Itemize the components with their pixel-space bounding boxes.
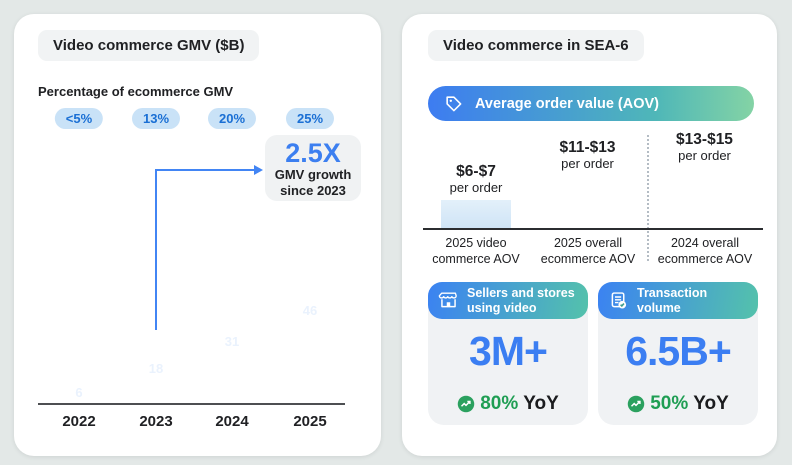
gmv-bar-column-2023: 18 — [132, 331, 180, 405]
aov-unit-overall-2025: per order — [561, 155, 614, 171]
aov-value-overall-2024: $13-$15 — [676, 130, 733, 148]
trend-up-icon — [627, 395, 645, 413]
gmv-bar-2022: 6 — [55, 380, 103, 405]
transactions-stat-card: Transaction volume 6.5B+ 50% YoY — [598, 282, 758, 425]
tag-icon — [444, 94, 463, 113]
pct-badge-2023: 13% — [131, 108, 181, 129]
gmv-axis-baseline — [38, 403, 345, 405]
sellers-stat-card-label: Sellers and stores using video — [467, 286, 575, 315]
aov-unit-overall-2024: per order — [678, 147, 731, 163]
transactions-stat-card-header: Transaction volume — [598, 282, 758, 319]
stat-label-line: Sellers and stores — [467, 286, 575, 301]
sellers-stat-card-header: Sellers and stores using video — [428, 282, 588, 319]
growth-multiplier: 2.5X — [285, 138, 341, 168]
sea6-panel: Video commerce in SEA-6 Average order va… — [402, 14, 777, 456]
aov-unit-video-2025: per order — [449, 179, 503, 195]
growth-arrow-horizontal-line — [155, 169, 255, 171]
gmv-bar-column-2024: 31 — [208, 277, 256, 405]
transactions-stat-value: 6.5B+ — [625, 328, 732, 374]
growth-callout-line1: GMV growth — [274, 167, 352, 182]
growth-arrow-head-icon — [254, 165, 263, 175]
aov-column-video-2025: $6-$7 per order — [441, 163, 511, 228]
gmv-bar-2023: 18 — [132, 331, 180, 405]
growth-callout-line2: since 2023 — [280, 182, 346, 198]
growth-callout: 2.5X GMV growth since 2023 — [265, 135, 361, 201]
gmv-bar-value-2025: 46 — [302, 302, 318, 318]
aov-caption-line: 2025 overall — [553, 236, 623, 250]
pct-badge-2024: 20% — [207, 108, 257, 129]
gmv-year-label-2022: 2022 — [62, 413, 96, 430]
aov-axis-baseline — [423, 228, 763, 230]
sellers-stat-value: 3M+ — [469, 328, 548, 374]
gmv-bar-value-2023: 18 — [148, 360, 164, 376]
growth-arrow-vertical-line — [155, 169, 157, 330]
sellers-stat-card: Sellers and stores using video 3M+ 80% Y… — [428, 282, 588, 425]
gmv-panel: Video commerce GMV ($B) Percentage of ec… — [14, 14, 381, 456]
gmv-bar-value-2024: 31 — [224, 333, 240, 349]
aov-caption-video-2025: 2025 video commerce AOV — [401, 236, 551, 267]
pct-badge-2022: <5% — [54, 108, 104, 129]
gmv-subtitle: Percentage of ecommerce GMV — [38, 84, 234, 99]
aov-bar-overall-2024 — [668, 168, 741, 228]
gmv-bar-column-2022: 6 — [55, 380, 103, 405]
gmv-bar-column-2025: 46 — [286, 215, 334, 405]
aov-caption-overall-2024: 2024 overall ecommerce AOV — [630, 236, 780, 267]
stat-label-line: Transaction — [637, 286, 708, 301]
aov-column-overall-2025: $11-$13 per order — [552, 139, 623, 228]
transactions-growth-pct: 50% — [650, 393, 689, 414]
aov-value-video-2025: $6-$7 — [456, 162, 496, 180]
gmv-year-label-2024: 2024 — [215, 413, 249, 430]
sea6-panel-title: Video commerce in SEA-6 — [428, 30, 644, 61]
aov-caption-line: commerce AOV — [432, 251, 520, 266]
sellers-growth-suffix: YoY — [523, 393, 559, 414]
pct-badge-2025: 25% — [285, 108, 335, 129]
sellers-stat-growth: 80% YoY — [428, 393, 588, 415]
transactions-growth-suffix: YoY — [693, 393, 729, 414]
transactions-stat-card-label: Transaction volume — [637, 286, 707, 315]
sellers-growth-pct: 80% — [480, 393, 519, 414]
aov-caption-line: 2025 video — [445, 236, 507, 250]
aov-bar-overall-2025 — [552, 176, 623, 228]
aov-caption-overall-2025: 2025 overall ecommerce AOV — [513, 236, 663, 267]
receipt-check-icon — [608, 290, 629, 311]
gmv-bar-value-2022: 6 — [75, 385, 83, 400]
trend-up-icon — [457, 395, 475, 413]
stat-label-line: volume — [637, 300, 681, 315]
aov-value-overall-2025: $11-$13 — [559, 138, 616, 156]
aov-caption-line: ecommerce AOV — [657, 251, 753, 266]
aov-banner-label: Average order value (AOV) — [475, 95, 659, 112]
gmv-panel-title: Video commerce GMV ($B) — [38, 30, 260, 61]
gmv-year-label-2023: 2023 — [139, 413, 173, 430]
gmv-year-label-2025: 2025 — [293, 413, 327, 430]
aov-caption-line: ecommerce AOV — [540, 251, 636, 266]
aov-column-overall-2024: $13-$15 per order — [668, 131, 741, 228]
aov-banner: Average order value (AOV) — [428, 86, 754, 121]
gmv-bar-2025: 46 — [286, 215, 334, 405]
aov-bar-video-2025 — [441, 200, 511, 228]
transactions-stat-growth: 50% YoY — [598, 393, 758, 415]
storefront-icon — [438, 290, 459, 311]
stat-label-line: using video — [467, 300, 537, 315]
gmv-bar-2024: 31 — [208, 277, 256, 405]
aov-caption-line: 2024 overall — [670, 236, 740, 250]
aov-dotted-divider — [647, 135, 649, 261]
